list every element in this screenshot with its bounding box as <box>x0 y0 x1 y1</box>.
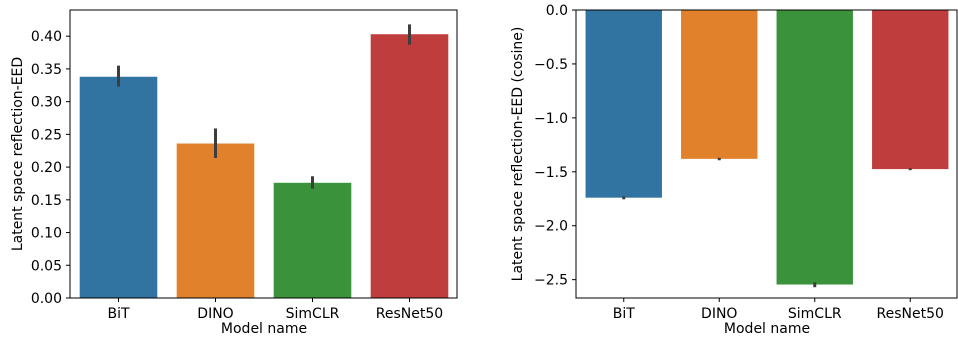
x-tick-label: SimCLR <box>788 306 842 322</box>
chart-right: BiT DINO SimCLR ResNet50 0.0 −0.5 −1.0 −1.5 −2.0… <box>510 3 958 337</box>
x-tick-label: DINO <box>197 306 233 322</box>
y-tick-label: 0.40 <box>31 29 62 45</box>
y-tick-label: 0.00 <box>31 291 62 307</box>
y-axis-label: Latent space reflection-EED (cosine) <box>510 27 526 282</box>
x-tick-label: BiT <box>107 306 129 322</box>
plot-frame <box>575 9 958 299</box>
y-tick-label: 0.20 <box>31 160 62 176</box>
y-tick-label: −0.5 <box>534 57 568 73</box>
x-tick-label: DINO <box>701 306 737 322</box>
bar-bit <box>79 76 158 298</box>
y-tick-label: 0.05 <box>31 258 62 274</box>
x-tick-label: ResNet50 <box>877 306 944 322</box>
bar-bit <box>585 10 662 198</box>
x-tick-label: SimCLR <box>286 306 340 322</box>
bar-resnet50 <box>872 10 949 170</box>
plot-frame <box>69 9 458 299</box>
y-tick-label: 0.15 <box>31 193 62 209</box>
y-tick-label: 0.25 <box>31 127 62 143</box>
bar-simclr <box>273 182 352 298</box>
chart-left: BiT DINO SimCLR ResNet50 0.00 0.05 0.10 0.15 0.2… <box>10 9 458 337</box>
bar-dino <box>681 10 758 159</box>
bar-dino <box>176 143 255 298</box>
y-tick-label: 0.10 <box>31 226 62 242</box>
y-tick-label: −1.0 <box>534 111 568 127</box>
x-tick-label: ResNet50 <box>376 306 443 322</box>
x-axis-label: Model name <box>724 321 810 337</box>
y-tick-label: −2.0 <box>534 219 568 235</box>
bar-simclr <box>776 10 853 285</box>
x-tick-label: BiT <box>613 306 635 322</box>
bar-resnet50 <box>370 34 449 299</box>
y-tick-label: 0.30 <box>31 95 62 111</box>
y-tick-label: −2.5 <box>534 273 568 289</box>
y-tick-label: 0.0 <box>546 3 568 19</box>
y-tick-label: 0.35 <box>31 62 62 78</box>
x-axis-label: Model name <box>221 321 307 337</box>
y-tick-label: −1.5 <box>534 165 568 181</box>
y-axis-label: Latent space reflection-EED <box>10 57 26 251</box>
